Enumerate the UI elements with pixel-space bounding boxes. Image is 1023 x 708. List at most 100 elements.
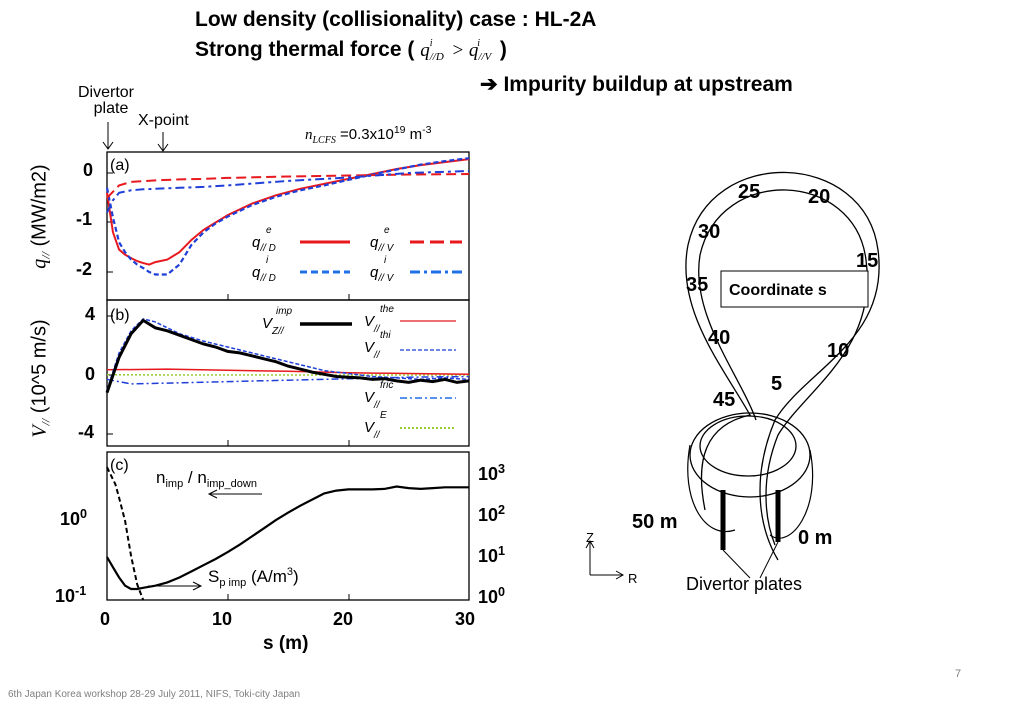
title-line-3: ➔ Impurity buildup at upstream [480, 72, 793, 97]
panel-b-ytick-2: -4 [78, 422, 95, 442]
divertor-xpoint-arrows [102, 122, 169, 152]
s-label-15: 15 [856, 250, 878, 272]
panel-b-series [105, 318, 470, 394]
panel-a-ytick-1: -1 [76, 209, 93, 229]
outer-flux-surface [685, 171, 880, 561]
coordinate-box [720, 270, 869, 308]
panel-b-label: (b) [110, 307, 130, 324]
divertor-leg-inner [699, 415, 797, 477]
panel-a-ytick-2: -2 [76, 259, 93, 279]
panel-a-frame [106, 151, 470, 301]
series-nimp-ratio [106, 485, 469, 591]
divertor-label-line-2: plate [93, 100, 129, 117]
series-qiV [106, 170, 470, 214]
xtick-20: 20 [333, 609, 354, 629]
thermal-force-inequality: q//Di > q//Vi [420, 38, 492, 63]
panel-c-right-ytick-1: 102 [478, 503, 506, 526]
legend-qiV: q// Vi [370, 255, 395, 284]
panel-c-label: (c) [110, 457, 129, 474]
panel-c-right-ytick-1-exp: 2 [498, 503, 506, 518]
nimp-arrow-head [207, 489, 218, 499]
panel-c-series [106, 466, 469, 601]
series-qeD [106, 158, 470, 266]
title-line-2-suffix: ) [499, 38, 507, 61]
panel-c-right-ytick-0-exp: 3 [498, 462, 506, 477]
xaxis-label: s (m) [263, 633, 309, 654]
title-line-1: Low density (collisionality) case : HL-2… [195, 8, 597, 31]
sp-imp-label: Sp imp (A/m3) [208, 566, 299, 589]
panel-c-left-ytick-1-exp: -1 [75, 584, 87, 599]
xtick-10: 10 [212, 609, 233, 629]
s-label-45: 45 [713, 389, 735, 411]
divertor-plates-label: Divertor plates [686, 574, 802, 594]
density-symbol: nLCFS [305, 127, 336, 146]
panel-c-right-ytick-3: 100 [478, 585, 506, 608]
density-label: nLCFS =0.3x1019 m-3 [305, 124, 432, 146]
divertor-leg-outer [689, 412, 811, 498]
title-line-2-prefix: Strong thermal force ( [195, 38, 415, 61]
page-number: 7 [955, 668, 962, 680]
series-vzimp [105, 318, 470, 394]
panel-c-right-ytick-2-base: 10 [478, 546, 499, 566]
panel-a-ytick-0: 0 [83, 160, 94, 180]
title-line-3-text: Impurity buildup at upstream [503, 73, 793, 96]
panel-c-right-ytick-0: 103 [478, 462, 506, 485]
legend-qeV: q// Ve [370, 225, 395, 254]
z-axis-label: Z [586, 530, 594, 545]
series-sp-imp [106, 466, 145, 601]
panel-a-legend: q// De q// Di q// Ve q// Vi [252, 225, 462, 284]
panel-c-right-ytick-1-base: 10 [478, 505, 499, 525]
legend-qiD: q// Di [252, 255, 276, 284]
label-50m: 50 m [632, 511, 678, 533]
panel-c-right-ytick-3-base: 10 [478, 587, 499, 607]
panel-c-left-ytick-1-base: 10 [55, 586, 76, 606]
panel-c-right-ytick-2: 101 [478, 544, 506, 567]
coordinate-label: Coordinate s [729, 282, 827, 299]
panel-c-left-ytick-0-exp: 0 [80, 507, 88, 522]
density-unit: m [409, 126, 423, 143]
chart-panels: (a) (b) (c) q// De q// Di q// Ve q// Vi … [105, 151, 470, 601]
s-label-30: 30 [698, 221, 720, 243]
density-unit-exp: -3 [422, 124, 432, 137]
panel-a-label: (a) [110, 157, 130, 174]
xpoint-arrow-head [157, 143, 169, 152]
plates-pointer-left [722, 549, 751, 579]
sp-arrow-head [192, 581, 203, 591]
panel-c-left-ytick-0-base: 10 [60, 509, 81, 529]
s-label-10: 10 [827, 340, 849, 362]
panel-c-right-ytick-0-base: 10 [478, 464, 499, 484]
s-label-40: 40 [708, 327, 730, 349]
legend-vzimp: VZ//imp [262, 306, 293, 337]
s-label-5: 5 [771, 373, 782, 395]
panel-c-left-ytick-0: 100 [60, 507, 88, 530]
footer-text: 6th Japan Korea workshop 28-29 July 2011… [8, 689, 301, 700]
divertor-plate-label: Divertor plate [78, 84, 134, 118]
panel-c-left-ytick-1: 10-1 [55, 584, 87, 607]
panel-c-right-ytick-2-exp: 1 [498, 544, 506, 559]
s-label-20: 20 [808, 186, 830, 208]
panel-c-right-ytick-3-exp: 0 [498, 585, 506, 600]
series-vfric [106, 375, 470, 385]
divertor-label-line-1: Divertor [78, 84, 135, 101]
density-exp: 19 [393, 124, 406, 137]
xtick-0: 0 [100, 609, 111, 629]
legend-vE: V//E [364, 410, 387, 441]
divertor-leg-left [687, 444, 736, 533]
tick-marks [107, 172, 350, 600]
nimp-ratio-label: nimp / nimp_down [156, 468, 257, 490]
density-value: =0.3x10 [340, 126, 394, 143]
series-vthe [106, 368, 470, 376]
title-line-2: Strong thermal force ( q//Di > q//Vi ) [195, 38, 507, 63]
r-axis-arrow-head [615, 570, 625, 580]
z-axis-arrow-head [585, 539, 595, 549]
panel-c-frame [106, 451, 470, 601]
legend-vfric: V//fric [364, 380, 393, 411]
label-0m: 0 m [798, 527, 832, 549]
xpoint-label: X-point [138, 112, 189, 129]
panel-c-annotations: nimp / nimp_down Sp imp (A/m3) [148, 468, 299, 591]
s-label-35: 35 [686, 274, 708, 296]
right-arrow-icon: ➔ [480, 73, 498, 96]
panel-a-series [105, 157, 470, 276]
panel-b-ytick-1: 0 [85, 364, 96, 384]
panel-b-ytick-0: 4 [85, 304, 96, 324]
